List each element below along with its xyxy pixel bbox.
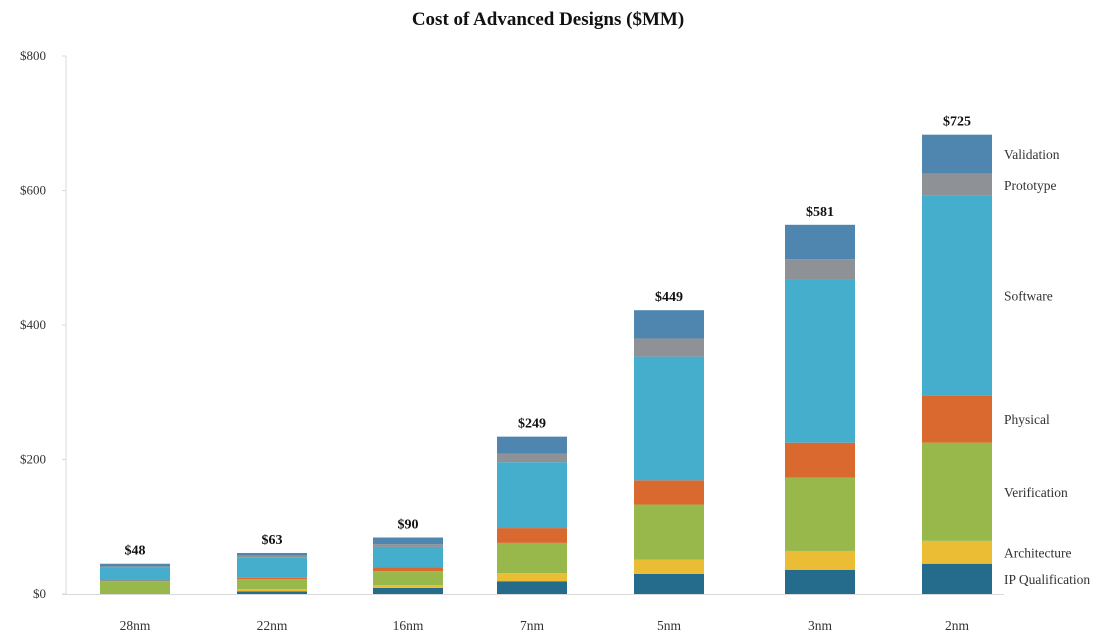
bar-stack-16nm [373, 537, 443, 594]
bar-segment-software [373, 546, 443, 568]
bar-segment-verification [100, 581, 170, 594]
legend-label-architecture: Architecture [1004, 545, 1071, 560]
bar-segment-verification [785, 477, 855, 551]
total-label: $449 [655, 290, 683, 305]
bar-segment-architecture [373, 585, 443, 588]
y-tick-label: $800 [20, 48, 46, 63]
bar-segment-architecture [237, 589, 307, 592]
legend-label-prototype: Prototype [1004, 178, 1057, 193]
x-tick-label: 3nm [808, 618, 833, 633]
bar-segment-ip-qualification [497, 581, 567, 594]
bar-segment-ip-qualification [634, 573, 704, 594]
x-tick-label: 2nm [945, 618, 970, 633]
total-label: $249 [518, 417, 546, 432]
y-tick-label: $0 [33, 586, 46, 601]
bar-stack-2nm [922, 134, 992, 594]
labels: 28nm $48 22nm $63 16nm $90 7nm $249 5nm $449 3nm $5… [120, 115, 1091, 633]
bar-stack-28nm [100, 563, 170, 594]
bar-segment-physical [237, 577, 307, 580]
total-label: $48 [125, 544, 146, 559]
chart-title: Cost of Advanced Designs ($MM) [412, 9, 684, 30]
total-label: $90 [398, 518, 419, 533]
bar-segment-software [497, 462, 567, 529]
bar-segment-prototype [922, 173, 992, 196]
bar-segment-validation [634, 310, 704, 339]
y-tick-label: $200 [20, 452, 46, 467]
bar-segment-software [922, 195, 992, 396]
legend-label-ip-qualification: IP Qualification [1004, 572, 1090, 587]
bar-segment-physical [100, 580, 170, 582]
y-tick-label: $400 [20, 317, 46, 332]
bar-segment-ip-qualification [922, 563, 992, 594]
bar-stack-7nm [497, 436, 567, 594]
bar-segment-validation [922, 134, 992, 174]
bar-segment-architecture [785, 550, 855, 570]
bar-stack-22nm [237, 552, 307, 594]
bar-segment-software [100, 567, 170, 581]
bar-stack-3nm [785, 224, 855, 594]
axes: $0 $200 $400 $600 $800 [20, 48, 1004, 601]
total-label: $63 [262, 533, 283, 548]
bar-segment-prototype [237, 555, 307, 558]
total-label: $725 [943, 115, 971, 130]
bar-segment-ip-qualification [373, 587, 443, 594]
bar-segment-architecture [497, 573, 567, 582]
x-tick-label: 22nm [257, 618, 288, 633]
bar-segment-physical [497, 528, 567, 543]
x-tick-label: 28nm [120, 618, 151, 633]
bar-segment-physical [373, 567, 443, 572]
bar-segment-prototype [373, 544, 443, 547]
bar-segment-verification [497, 542, 567, 574]
bar-segment-software [634, 356, 704, 481]
bar-segment-physical [634, 480, 704, 505]
legend-label-validation: Validation [1004, 147, 1060, 162]
bar-segment-physical [922, 395, 992, 443]
bar-segment-validation [237, 552, 307, 556]
x-tick-label: 16nm [393, 618, 424, 633]
total-label: $581 [806, 205, 834, 220]
bar-segment-physical [785, 442, 855, 478]
bar-segment-architecture [922, 540, 992, 564]
bar-segment-prototype [634, 338, 704, 357]
bar-segment-software [785, 279, 855, 443]
bar-segment-validation [373, 537, 443, 545]
bar-stack-5nm [634, 310, 704, 594]
bar-segment-verification [237, 579, 307, 590]
legend-label-verification: Verification [1004, 485, 1068, 500]
bar-segment-software [237, 557, 307, 578]
bar-segment-validation [497, 436, 567, 454]
bar-segment-verification [373, 571, 443, 586]
bar-segment-architecture [634, 559, 704, 574]
bars [100, 134, 992, 594]
bar-segment-validation [785, 224, 855, 260]
bar-segment-ip-qualification [785, 569, 855, 594]
bar-segment-verification [922, 442, 992, 541]
bar-segment-validation [100, 563, 170, 567]
legend-label-software: Software [1004, 289, 1053, 304]
bar-segment-prototype [785, 259, 855, 280]
x-tick-label: 5nm [657, 618, 682, 633]
bar-segment-prototype [497, 453, 567, 463]
y-tick-label: $600 [20, 183, 46, 198]
x-tick-label: 7nm [520, 618, 545, 633]
bar-segment-ip-qualification [237, 591, 307, 594]
bar-segment-verification [634, 504, 704, 560]
legend-label-physical: Physical [1004, 412, 1050, 427]
bar-segment-prototype [100, 566, 170, 568]
